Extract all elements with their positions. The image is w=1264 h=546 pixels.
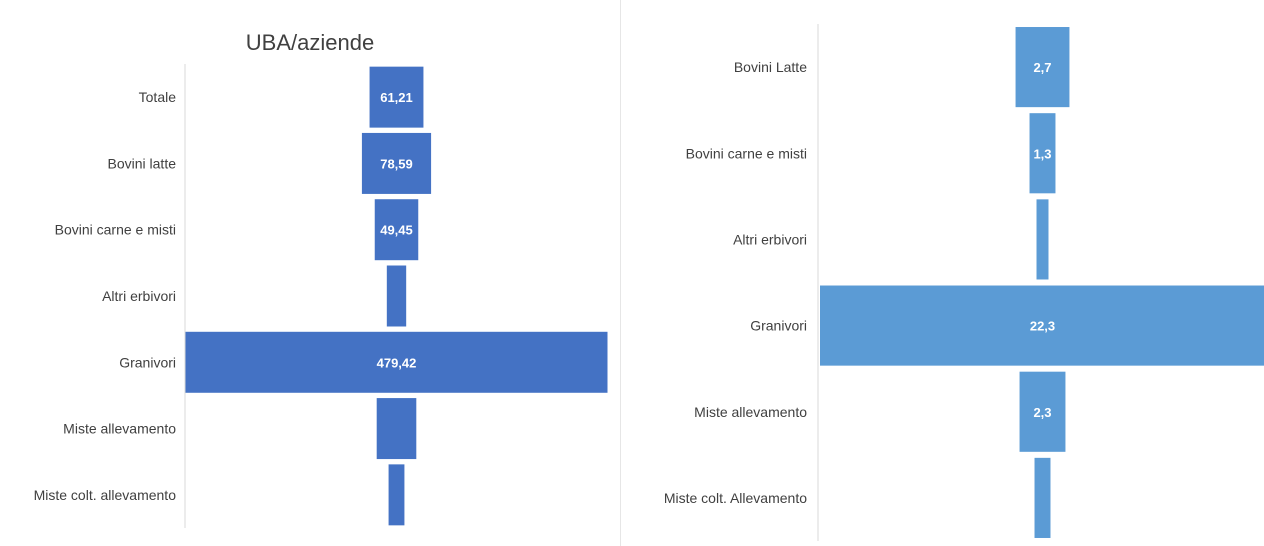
category-label: Bovini Latte <box>734 59 807 75</box>
chart-right-svg: Bovini Latte 2,7 Bovini carne e misti 1,3 Al… <box>664 24 1264 541</box>
funnel-bar <box>386 265 407 327</box>
category-label: Bovini latte <box>108 155 177 171</box>
funnel-bar <box>374 199 419 261</box>
chart-title: UBA/aziende <box>246 30 374 55</box>
data-label: 78,59 <box>380 156 413 171</box>
funnel-chart-right: Bovini Latte 2,7 Bovini carne e misti 1,3 Al… <box>630 0 1264 546</box>
category-label: Bovini carne e misti <box>55 222 176 238</box>
data-label: 2,3 <box>1033 405 1051 420</box>
funnel-bar <box>388 464 405 526</box>
funnel-bar <box>361 132 432 194</box>
category-label: Granivori <box>119 354 176 370</box>
chart-left-svg: UBA/aziende Totale 61,21 Bovini latte 78,59 B… <box>34 30 608 528</box>
category-label: Miste allevamento <box>694 404 807 420</box>
funnel-bar <box>1019 371 1066 452</box>
funnel-bar <box>369 66 424 128</box>
category-label: Altri erbivori <box>733 231 807 247</box>
category-label: Bovini carne e misti <box>686 145 807 161</box>
category-label: Miste allevamento <box>63 421 176 437</box>
funnel-bar <box>1034 457 1051 538</box>
category-label: Altri erbivori <box>102 288 176 304</box>
data-label: 22,3 <box>1030 319 1055 334</box>
data-label: 1,3 <box>1033 146 1051 161</box>
data-label: 479,42 <box>377 355 417 370</box>
category-label: Granivori <box>750 318 807 334</box>
category-label: Miste colt. Allevamento <box>664 490 807 506</box>
data-label: 61,21 <box>380 90 413 105</box>
funnel-bar <box>1015 27 1070 108</box>
funnel-bar <box>1029 113 1056 194</box>
category-label: Miste colt. allevamento <box>34 487 177 503</box>
funnel-bar <box>376 398 417 460</box>
funnel-bar <box>820 285 1264 366</box>
funnel-chart-uba-aziende: UBA/aziende Totale 61,21 Bovini latte 78,59 B… <box>0 0 621 546</box>
data-label: 49,45 <box>380 223 413 238</box>
category-label: Totale <box>139 89 177 105</box>
funnel-bar <box>1036 199 1049 280</box>
data-label: 2,7 <box>1033 60 1051 75</box>
funnel-bar <box>185 331 608 393</box>
